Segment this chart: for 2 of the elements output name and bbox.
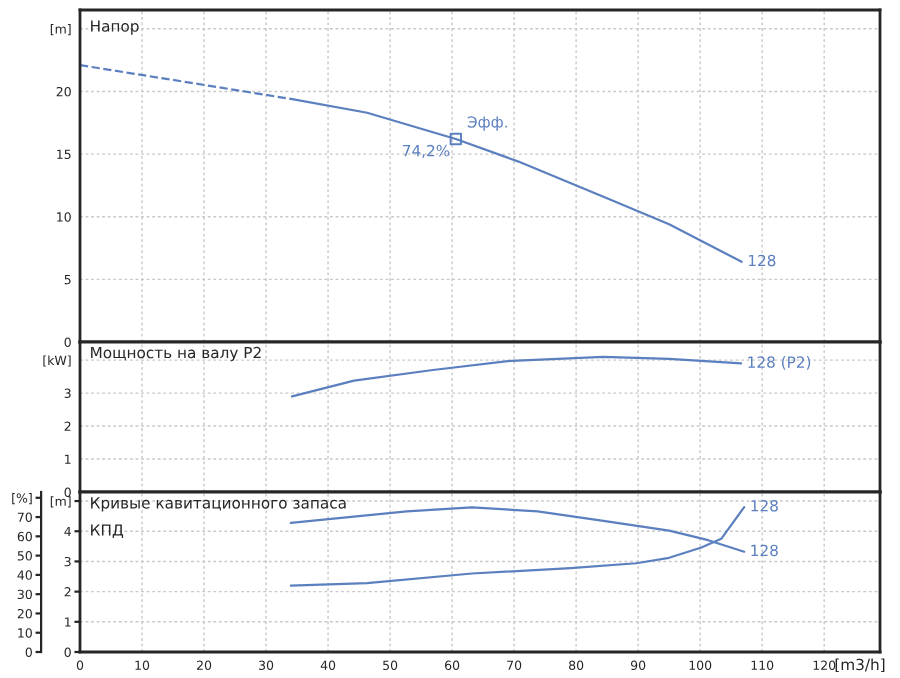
line-series [290, 355, 743, 398]
line-series [289, 505, 746, 587]
